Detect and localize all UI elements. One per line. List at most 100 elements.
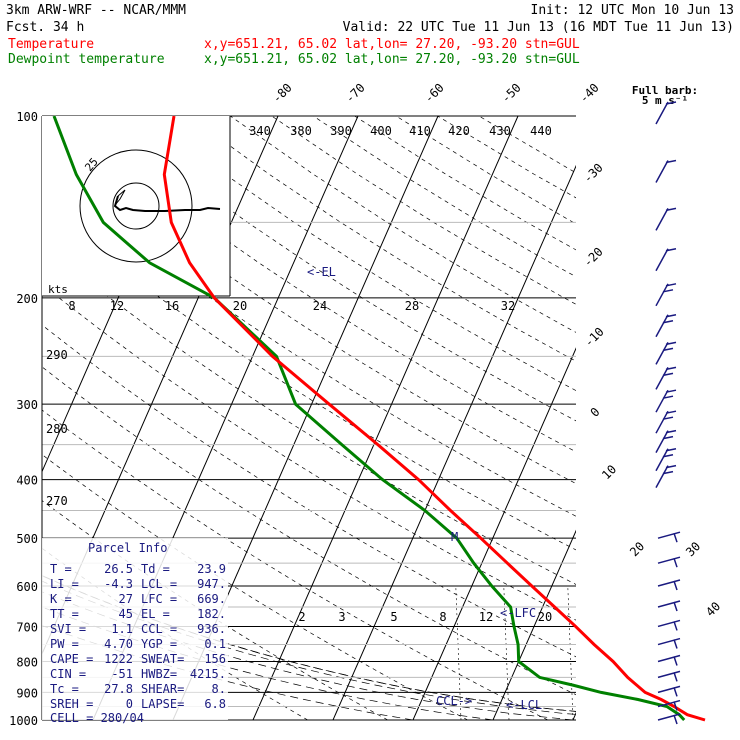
isotherm-label: -30: [581, 161, 606, 186]
parcel-info-v1: 45: [119, 607, 133, 621]
dry-adiabat-line: [147, 116, 576, 391]
wind-barb: [655, 366, 677, 390]
pressure-label: 400: [16, 474, 38, 488]
hodograph-speed-label: 12: [110, 299, 124, 313]
pressure-label: 200: [16, 292, 38, 306]
wind-barb: [657, 579, 681, 591]
theta-label: 400: [370, 124, 392, 138]
isotherm-label: -20: [581, 245, 606, 270]
parcel-info-v2: 0.1: [204, 637, 226, 651]
dry-adiabat-line: [478, 116, 576, 174]
parcel-info-v1: -4.3: [104, 577, 133, 591]
isotherm-label: -80: [270, 81, 295, 106]
hodograph-ring-outer: [79, 149, 193, 263]
valid-time: Valid: 22 UTC Tue 11 Jun 13 (16 MDT Tue …: [343, 20, 734, 35]
wind-barb: [655, 341, 677, 365]
parcel-info-k1: SVI =: [50, 622, 86, 636]
pressure-label: 300: [16, 398, 38, 412]
parcel-info-box: Parcel Info T = 26.5 Td = 23.9 LI = -4.3 LCL =…: [42, 538, 228, 725]
parcel-info-v2: 182.: [197, 607, 226, 621]
pressure-label: 1000: [9, 714, 38, 728]
pressure-label: 600: [16, 580, 38, 594]
isotherm-label: -50: [499, 81, 524, 106]
parcel-info-k1: TT =: [50, 607, 79, 621]
parcel-info-k1: Tc =: [50, 682, 79, 696]
theta-side-label: 280: [46, 422, 68, 436]
theta-label: 380: [290, 124, 312, 138]
temperature-series: [162, 115, 706, 722]
hodograph: 25 kts: [42, 116, 231, 297]
pressure-label: 100: [16, 110, 38, 124]
dry-adiabat-line: [395, 116, 576, 225]
mixing-ratio-line: [688, 586, 693, 720]
hodograph-speed-label: 24: [313, 299, 327, 313]
wind-barb: [655, 101, 677, 125]
mixing-ratio-label: 12: [479, 610, 493, 624]
model-title: 3km ARW-WRF -- NCAR/MMM: [6, 3, 186, 18]
hodograph-speed-label: 32: [501, 299, 515, 313]
parcel-info-v2: 669.: [197, 592, 226, 606]
parcel-info-v1: 27: [119, 592, 133, 606]
parcel-info-k1: PW =: [50, 637, 79, 651]
background-lines: [42, 116, 693, 720]
parcel-info-v2: 156: [204, 652, 226, 666]
moist-adiabat-line: [42, 575, 576, 712]
parcel-info-v2: 4215.: [190, 667, 226, 681]
parcel-info-v2: 936.: [197, 622, 226, 636]
parcel-info-k1: CIN =: [50, 667, 86, 681]
mixing-ratio-line: [567, 585, 574, 720]
parcel-info-v2: 23.9: [197, 562, 226, 576]
isotherm-label: -40: [577, 81, 602, 106]
mixing-ratio-label: 20: [538, 610, 552, 624]
parcel-info-v2: 947.: [197, 577, 226, 591]
full-barb-speed: 5 m s⁻¹: [642, 94, 688, 107]
parcel-info-v1: 4.70: [104, 637, 133, 651]
isotherm-label: 40: [703, 599, 723, 619]
dewpoint-series: [52, 115, 686, 722]
wind-barb: [657, 531, 681, 543]
isotherm-label: -70: [343, 81, 368, 106]
wind-barb: [657, 685, 681, 697]
wind-barb: [657, 670, 681, 682]
temperature-legend: Temperature: [8, 37, 94, 52]
parcel-info-v1: 27.8: [104, 682, 133, 696]
theta-side-label: 270: [46, 494, 68, 508]
isotherm-label: -60: [422, 81, 447, 106]
theta-label: 420: [448, 124, 470, 138]
wind-barb: [655, 410, 677, 434]
mixing-ratio-label: 2: [298, 610, 305, 624]
hodograph-ring-inner: [112, 182, 160, 230]
lcl-marker: <-LCL: [506, 698, 542, 712]
parcel-info-title: Parcel Info: [88, 541, 167, 555]
isotherm-label: 0: [588, 405, 603, 420]
theta-labels: 340 380 390 400 410 420 430 440 290 280 270: [46, 124, 552, 508]
isotherm-line: [252, 116, 519, 720]
parcel-info-k1: LI =: [50, 577, 79, 591]
hodograph-speed-label: 20: [233, 299, 247, 313]
mixing-ratio-line: [455, 585, 462, 720]
parcel-info-k2: SHEAR=: [141, 682, 184, 696]
parcel-info-v2: 6.8: [204, 697, 226, 711]
theta-label: 410: [409, 124, 431, 138]
dry-adiabat-line: [437, 116, 576, 199]
pressure-labels: 100 200 300 400 500 600 700 800 900 1000: [9, 110, 38, 728]
parcel-info-k1: CAPE =: [50, 652, 93, 666]
isotherm-label: 30: [683, 539, 703, 559]
parcel-info-k2: HWBZ=: [141, 667, 177, 681]
theta-label: 430: [489, 124, 511, 138]
parcel-info-v1: 26.5: [104, 562, 133, 576]
pressure-label: 700: [16, 620, 38, 634]
pressure-label: 800: [16, 655, 38, 669]
parcel-info-v1: 1.1: [111, 622, 133, 636]
dewpoint-legend: Dewpoint temperature: [8, 52, 165, 67]
wind-barb: [657, 654, 681, 666]
wind-barb: [655, 207, 677, 231]
lfc-marker: <-LFC: [500, 606, 536, 620]
wind-barb: [657, 699, 681, 711]
parcel-info-k2: LCL =: [141, 577, 177, 591]
parcel-info-k2: YGP =: [141, 637, 177, 651]
parcel-info-k1: SREH =: [50, 697, 93, 711]
parcel-info-k1: T =: [50, 562, 72, 576]
init-time: Init: 12 UTC Mon 10 Jun 13: [531, 3, 735, 18]
